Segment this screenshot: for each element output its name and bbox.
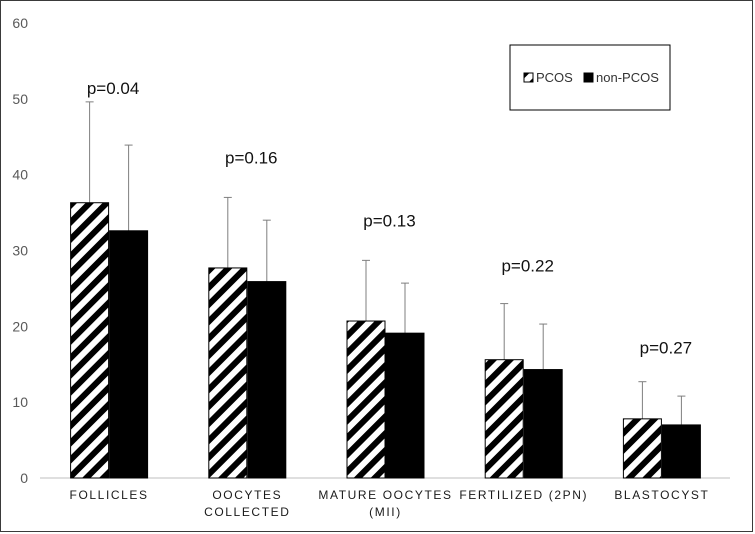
bar-pcos: [622, 418, 662, 479]
p-value-label: p=0.27: [640, 339, 692, 358]
legend-label-pcos: PCOS: [536, 70, 573, 85]
error-bars: [85, 101, 686, 425]
bar-non-pcos: [109, 230, 149, 479]
p-value-label: p=0.22: [501, 257, 553, 276]
bar-non-pcos: [523, 369, 563, 479]
category-label: OOCYTES COLLECTED: [204, 488, 290, 519]
y-tick-label: 40: [12, 167, 28, 183]
category-label: BLASTOCYST: [614, 488, 709, 502]
bar-non-pcos: [385, 332, 425, 479]
legend-swatch-pcos: [523, 72, 534, 83]
bar-non-pcos: [661, 424, 701, 479]
y-tick-label: 60: [12, 15, 28, 31]
p-value-label: p=0.16: [225, 148, 277, 167]
y-tick-label: 20: [12, 318, 28, 334]
y-tick-label: 0: [20, 470, 28, 486]
legend-box: [509, 44, 671, 111]
bar-pcos: [70, 202, 110, 479]
p-value-label: p=0.04: [87, 79, 139, 98]
bar-pcos: [346, 320, 386, 479]
bar-non-pcos: [247, 281, 287, 479]
p-value-label: p=0.13: [363, 211, 415, 230]
legend: PCOS non-PCOS: [509, 44, 671, 111]
y-tick-label: 10: [12, 394, 28, 410]
category-label: FOLLICLES: [70, 488, 149, 502]
category-label: FERTILIZED (2PN): [459, 488, 588, 502]
category-labels: FOLLICLES OOCYTES COLLECTED MATURE OOCYTES(…: [70, 488, 709, 519]
bar-pcos: [208, 267, 248, 479]
legend-label-non-pcos: non-PCOS: [596, 70, 659, 85]
y-tick-label: 50: [12, 91, 28, 107]
bar-pcos: [484, 359, 524, 479]
legend-swatch-non-pcos: [583, 72, 594, 83]
category-label: MATURE OOCYTES (MII): [318, 488, 452, 519]
p-value-annotations: p=0.04 p=0.16 p=0.13 p=0.22 p=0.27: [87, 79, 692, 358]
bars: [70, 202, 701, 479]
y-tick-label: 30: [12, 243, 28, 259]
